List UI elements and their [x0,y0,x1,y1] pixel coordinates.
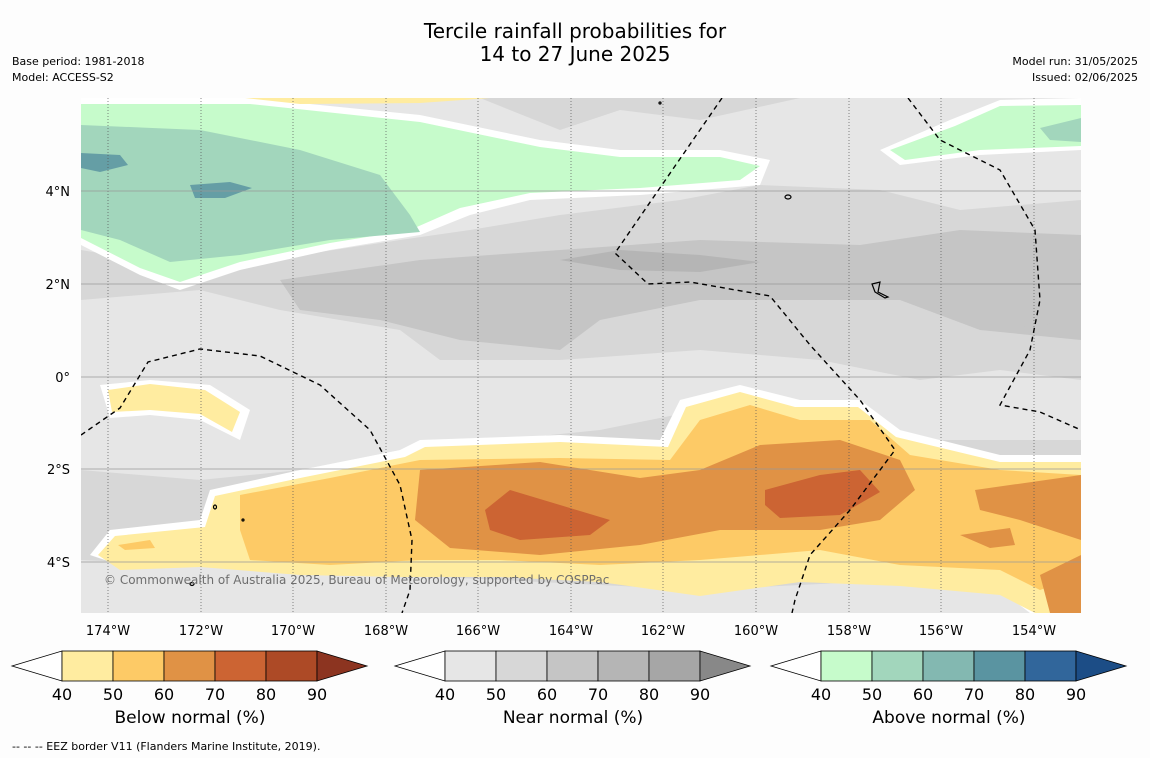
below-normal-50-small [118,540,155,550]
colorbar-segment [61,650,114,682]
latitude-labels: 4°N 2°N 0° 2°S 4°S [46,185,71,571]
colorbar-tick-label: 70 [588,685,608,704]
longitude-labels: 174°W 172°W 170°W 168°W 166°W 164°W 162°… [86,624,1056,639]
above-normal-70-patch [190,182,252,198]
colorbar-tick-label: 50 [103,685,123,704]
copyright-text: © Commonwealth of Australia 2025, Bureau… [104,573,609,587]
below-normal-40-north [245,98,490,104]
model-name: Model: ACCESS-S2 [12,71,114,84]
near-colorbar: 40 50 60 70 80 90 [393,650,752,704]
colorbar-segment [444,650,497,682]
model-run-date: Model run: 31/05/2025 [1012,55,1138,68]
colorbar-tick-label: 80 [1015,685,1035,704]
below-normal-60-se [960,528,1015,548]
colorbar-segment [922,650,975,682]
near-normal-40-equator [81,290,1081,480]
colorbar-tick-label: 50 [862,685,882,704]
below-colorbar: 40 50 60 70 80 90 [10,650,369,704]
colorbar-segment [648,650,701,682]
lon-label: 154°W [1012,624,1056,639]
near-normal-70-patch [560,250,760,272]
colorbar-tick-label: 60 [913,685,933,704]
colorbar-segment [214,650,267,682]
colorbar-legends: 40 50 60 70 80 90 40 50 60 70 80 90 40 50 60 70 80 90 [10,650,1128,704]
issued-date: Issued: 02/06/2025 [1031,71,1138,84]
below-normal-40-w [108,384,240,432]
below-normal-60-corner [1040,555,1081,613]
colorbar-low-extension [10,650,63,682]
colorbar-segment [820,650,873,682]
above-normal-50-ne [1040,118,1081,142]
lat-label: 2°N [46,278,71,293]
near-normal-60-belt [280,230,1081,350]
lon-label: 158°W [827,624,871,639]
above-normal-40-ne [890,105,1081,160]
lat-label: 4°N [46,185,71,200]
lon-label: 170°W [271,624,315,639]
latitude-gridlines [81,190,1081,563]
longitude-gridlines [107,98,1035,613]
below-normal-70-west-core [485,490,610,540]
colorbar-tick-label: 80 [256,685,276,704]
above-normal-label: Above normal (%) [872,708,1026,728]
below-normal-label: Below normal (%) [114,708,266,728]
lon-label: 160°W [734,624,778,639]
lon-label: 162°W [641,624,685,639]
near-normal-60-east [880,240,1081,330]
lon-label: 164°W [549,624,593,639]
colorbar-tick-label: 80 [639,685,659,704]
lon-label: 172°W [179,624,223,639]
colorbar-low-extension [769,650,822,682]
colorbar-segment [1024,650,1077,682]
above-normal-70-w [81,153,128,172]
run-info: Model run: 31/05/2025 Issued: 02/06/2025 [1012,54,1138,86]
lon-label: 156°W [919,624,963,639]
colorbar-tick-label: 70 [205,685,225,704]
colorbar-segment [546,650,599,682]
below-normal-70-east-core [765,470,880,518]
base-period: Base period: 1981-2018 [12,55,145,68]
colorbar-high-extension [1075,650,1128,682]
near-normal-label: Near normal (%) [502,708,644,728]
lon-label: 174°W [86,624,130,639]
probability-fields [81,98,1081,613]
colorbar-tick-label: 90 [690,685,710,704]
colorbar-segment [112,650,165,682]
model-info: Base period: 1981-2018 Model: ACCESS-S2 [12,54,144,86]
below-normal-60-east [975,475,1081,540]
colorbar-segment [973,650,1026,682]
colorbar-low-extension [393,650,446,682]
lon-label: 166°W [456,624,500,639]
colorbar-segment [871,650,924,682]
colorbar-high-extension [316,650,369,682]
eez-borders [81,98,1081,613]
colorbar-segment [265,650,318,682]
colorbar-segment [495,650,548,682]
colorbar-tick-label: 60 [154,685,174,704]
colorbar-tick-label: 90 [307,685,327,704]
lat-label: 0° [55,371,70,386]
above-normal-50-nw [81,125,420,262]
title-line-1: Tercile rainfall probabilities for [423,19,727,43]
colorbar-tick-label: 70 [964,685,984,704]
lat-label: 4°S [47,556,70,571]
lat-label: 2°S [47,463,70,478]
colorbar-tick-label: 60 [537,685,557,704]
colorbar-tick-label: 40 [811,685,831,704]
colorbar-tick-label: 50 [486,685,506,704]
colorbar-high-extension [699,650,752,682]
map-title: Tercile rainfall probabilities for 14 to… [0,20,1150,66]
colorbar-segment [597,650,650,682]
eez-footnote: -- -- -- EEZ border V11 (Flanders Marine… [12,740,321,753]
colorbar-tick-label: 40 [52,685,72,704]
colorbar-tick-label: 40 [435,685,455,704]
colorbar-segment [163,650,216,682]
islands [189,101,890,587]
lon-label: 168°W [364,624,408,639]
colorbar-tick-label: 90 [1066,685,1086,704]
title-line-2: 14 to 27 June 2025 [479,42,671,66]
above-colorbar: 40 50 60 70 80 90 [769,650,1128,704]
